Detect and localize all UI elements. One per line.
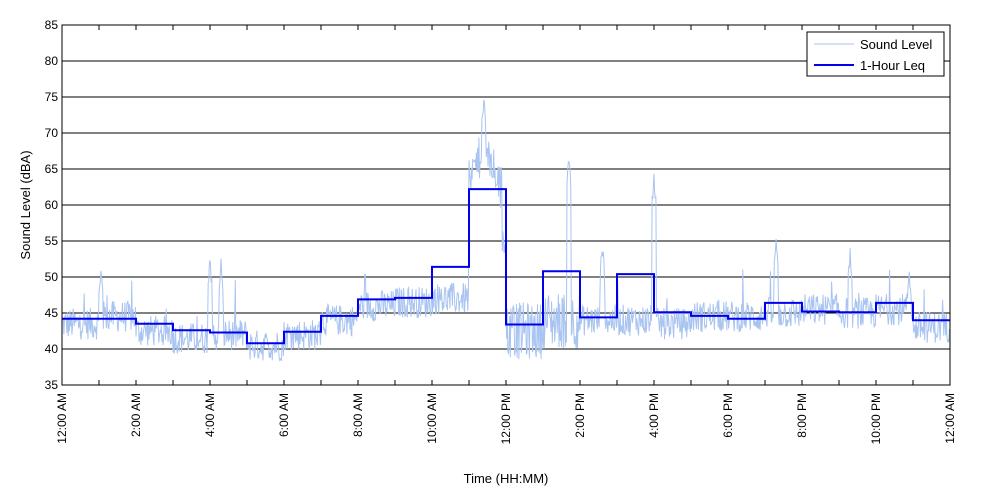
- legend: Sound Level 1-Hour Leq: [806, 31, 945, 77]
- x-tick-label: 2:00 PM: [573, 393, 587, 438]
- y-tick-label: 45: [45, 306, 59, 320]
- x-tick-label: 12:00 AM: [55, 393, 69, 444]
- y-tick-label: 60: [45, 198, 59, 212]
- legend-box: [806, 31, 945, 77]
- x-tick-label: 8:00 PM: [795, 393, 809, 438]
- x-tick-label: 4:00 AM: [203, 393, 217, 437]
- series-line-1-hour-leq: [62, 188, 950, 345]
- x-tick-label: 6:00 PM: [721, 393, 735, 438]
- y-tick-label: 75: [45, 90, 59, 104]
- y-axis-title: Sound Level (dBA): [18, 150, 33, 259]
- legend-label-1-hour-leq: 1-Hour Leq: [860, 58, 925, 73]
- x-tick-label: 2:00 AM: [129, 393, 143, 437]
- y-tick-label: 40: [45, 342, 59, 356]
- x-tick-label: 4:00 PM: [647, 393, 661, 438]
- x-tick-label: 10:00 AM: [425, 393, 439, 444]
- axis-ticks: 35 40 45 50 55 60 65 70 75 80 85 12:00 AM 2:00 AM 4:0…: [45, 18, 957, 444]
- x-tick-label: 8:00 AM: [351, 393, 365, 437]
- y-tick-label: 70: [45, 126, 59, 140]
- x-axis-title: Time (HH:MM): [464, 471, 549, 486]
- x-tick-label: 6:00 AM: [277, 393, 291, 437]
- series-layer: [61, 99, 951, 362]
- x-tick-label: 12:00 AM: [943, 393, 957, 444]
- y-tick-label: 80: [45, 54, 59, 68]
- x-tick-label: 12:00 PM: [499, 393, 513, 444]
- y-tick-label: 85: [45, 18, 59, 32]
- y-tick-label: 65: [45, 162, 59, 176]
- y-tick-label: 55: [45, 234, 59, 248]
- x-tick-label: 10:00 PM: [869, 393, 883, 444]
- y-tick-label: 50: [45, 270, 59, 284]
- legend-label-sound-level: Sound Level: [860, 37, 932, 52]
- y-tick-label: 35: [45, 378, 59, 392]
